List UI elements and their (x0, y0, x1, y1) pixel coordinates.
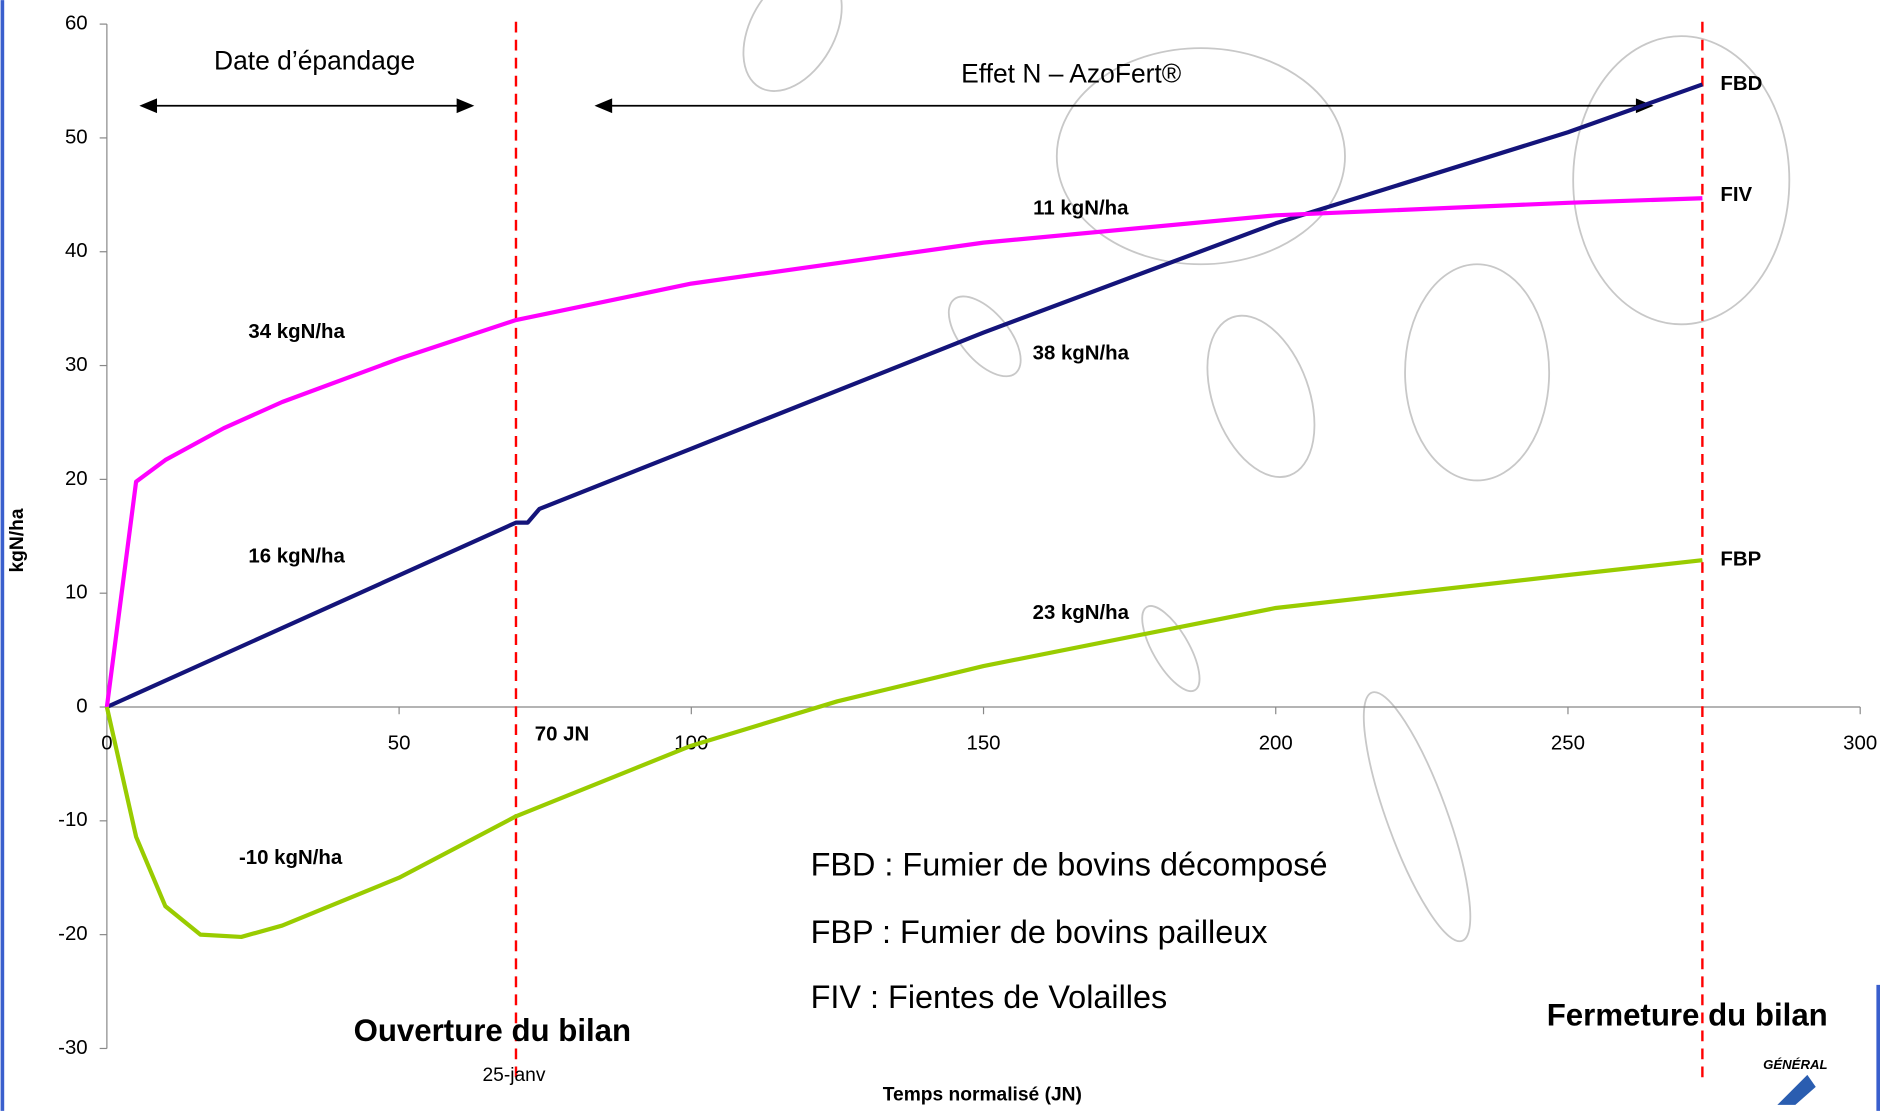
chart: GÉNÉRAL kgN/ha Temps normalisé (JN) -30 -… (0, 0, 1883, 1111)
annotation: FIV : Fientes de Volailles (811, 979, 1168, 1015)
annotation: Effet N – AzoFert® (961, 59, 1182, 89)
y-tick-label: 30 (65, 354, 88, 376)
x-tick-label: 0 (101, 733, 112, 755)
x-tick-label: 250 (1551, 733, 1585, 755)
annotation: Date d’épandage (214, 46, 415, 76)
annotation: FBP : Fumier de bovins pailleux (811, 914, 1268, 950)
annotation: Fermeture du bilan (1547, 997, 1828, 1032)
x-tick-label: 300 (1843, 733, 1877, 755)
x-tick-label: 150 (966, 733, 1000, 755)
y-tick-label: 50 (65, 126, 88, 148)
svg-text:GÉNÉRAL: GÉNÉRAL (1763, 1057, 1827, 1072)
y-tick-label: 10 (65, 582, 88, 604)
series-label: FBD (1720, 73, 1762, 95)
annotation: 23 kgN/ha (1033, 602, 1130, 624)
series-label: FBP (1720, 549, 1761, 571)
x-axis-label: Temps normalisé (JN) (883, 1084, 1082, 1105)
annotation: 25-janv (482, 1065, 545, 1086)
annotation: Ouverture du bilan (354, 1013, 632, 1048)
y-tick-label: 60 (65, 12, 88, 34)
y-tick-label: -20 (58, 923, 87, 945)
annotation: 11 kgN/ha (1033, 197, 1129, 219)
annotation: 34 kgN/ha (248, 321, 345, 343)
annotation: 70 JN (535, 723, 589, 745)
y-tick-label: 0 (76, 695, 87, 717)
annotation: 16 kgN/ha (248, 546, 345, 568)
series-label: FIV (1720, 184, 1752, 206)
y-tick-label: 20 (65, 468, 88, 490)
page: GÉNÉRAL kgN/ha Temps normalisé (JN) -30 -… (0, 0, 1883, 1111)
y-tick-label: 40 (65, 240, 88, 262)
y-tick-label: -10 (58, 809, 87, 831)
x-tick-label: 200 (1259, 733, 1293, 755)
x-tick-label: 50 (388, 733, 411, 755)
annotation: 38 kgN/ha (1033, 343, 1130, 365)
y-tick-label: -30 (58, 1037, 87, 1059)
y-axis-label: kgN/ha (7, 508, 28, 572)
annotation: -10 kgN/ha (239, 847, 343, 869)
annotation: FBD : Fumier de bovins décomposé (811, 847, 1328, 883)
